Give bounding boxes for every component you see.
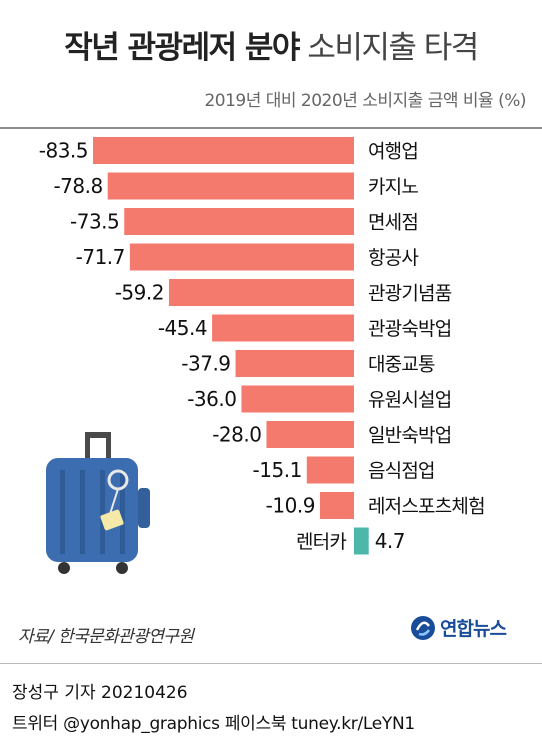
- category-label-8: 유원시설업: [368, 389, 451, 411]
- suitcase-icon: [46, 432, 150, 574]
- category-label-10: 음식점업: [368, 460, 435, 482]
- bar-5: [168, 279, 354, 306]
- footer: 장성구 기자 20210426 트위터 @yonhap_graphics 페이스…: [0, 663, 542, 741]
- bar-2: [107, 172, 355, 200]
- value-label-11: -10.9: [266, 494, 315, 518]
- bar-10: [306, 456, 354, 484]
- bar-1: [93, 137, 354, 164]
- bar-6: [212, 314, 354, 342]
- value-label-4: -71.7: [76, 245, 125, 269]
- chart-title: 작년 관광레저 분야 소비지출 타격: [0, 22, 542, 67]
- value-label-5: -59.2: [115, 281, 164, 305]
- category-label-11: 레저스포츠체험: [368, 496, 485, 518]
- value-label-6: -45.4: [158, 316, 207, 340]
- bar-8: [241, 385, 354, 413]
- title-light: 소비지출 타격: [307, 30, 479, 66]
- yonhap-logo-icon: [411, 615, 435, 640]
- category-label-7: 대중교통: [368, 354, 435, 376]
- bar-3: [124, 208, 355, 235]
- infographic-card: 작년 관광레저 분야 소비지출 타격 2019년 대비 2020년 소비지출 금…: [0, 22, 542, 647]
- bar-9: [266, 421, 354, 448]
- bar-chart: -83.5 여행업 -78.8 카지노 -73.5 면세점 -71.7 항공사 -59.2 관광기…: [39, 137, 486, 555]
- bar-12: [354, 527, 369, 555]
- source-note: 자료/ 한국문화관광연구원: [18, 627, 194, 647]
- category-label-6: 관광숙박업: [368, 318, 451, 340]
- value-label-12: 4.7: [375, 529, 405, 553]
- bar-4: [129, 243, 354, 271]
- bar-7: [235, 350, 354, 377]
- category-label-4: 항공사: [368, 247, 418, 269]
- title-bold: 작년 관광레저 분야: [64, 30, 300, 66]
- yonhap-logo: 연합뉴스: [410, 614, 507, 641]
- category-label-2: 카지노: [368, 176, 418, 198]
- value-label-3: -73.5: [70, 210, 119, 234]
- social-links: 트위터 @yonhap_graphics 페이스북 tuney.kr/LeYN1: [12, 714, 415, 734]
- value-label-1: -83.5: [39, 139, 88, 163]
- category-label-1: 여행업: [368, 141, 418, 163]
- value-label-2: -78.8: [53, 174, 102, 198]
- value-label-7: -37.9: [181, 352, 230, 376]
- value-label-8: -36.0: [187, 387, 236, 411]
- value-label-10: -15.1: [253, 458, 302, 482]
- category-label-9: 일반숙박업: [368, 425, 451, 447]
- category-label-12: 렌터카: [296, 531, 346, 553]
- logo-text: 연합뉴스: [440, 618, 507, 640]
- bar-11: [319, 492, 354, 519]
- chart-subtitle: 2019년 대비 2020년 소비지출 금액 비율 (%): [204, 91, 526, 111]
- category-label-5: 관광기념품: [368, 283, 452, 305]
- divider: [0, 127, 542, 129]
- value-label-9: -28.0: [212, 423, 261, 447]
- reporter-credit: 장성구 기자 20210426: [12, 683, 188, 703]
- category-label-3: 면세점: [368, 212, 418, 234]
